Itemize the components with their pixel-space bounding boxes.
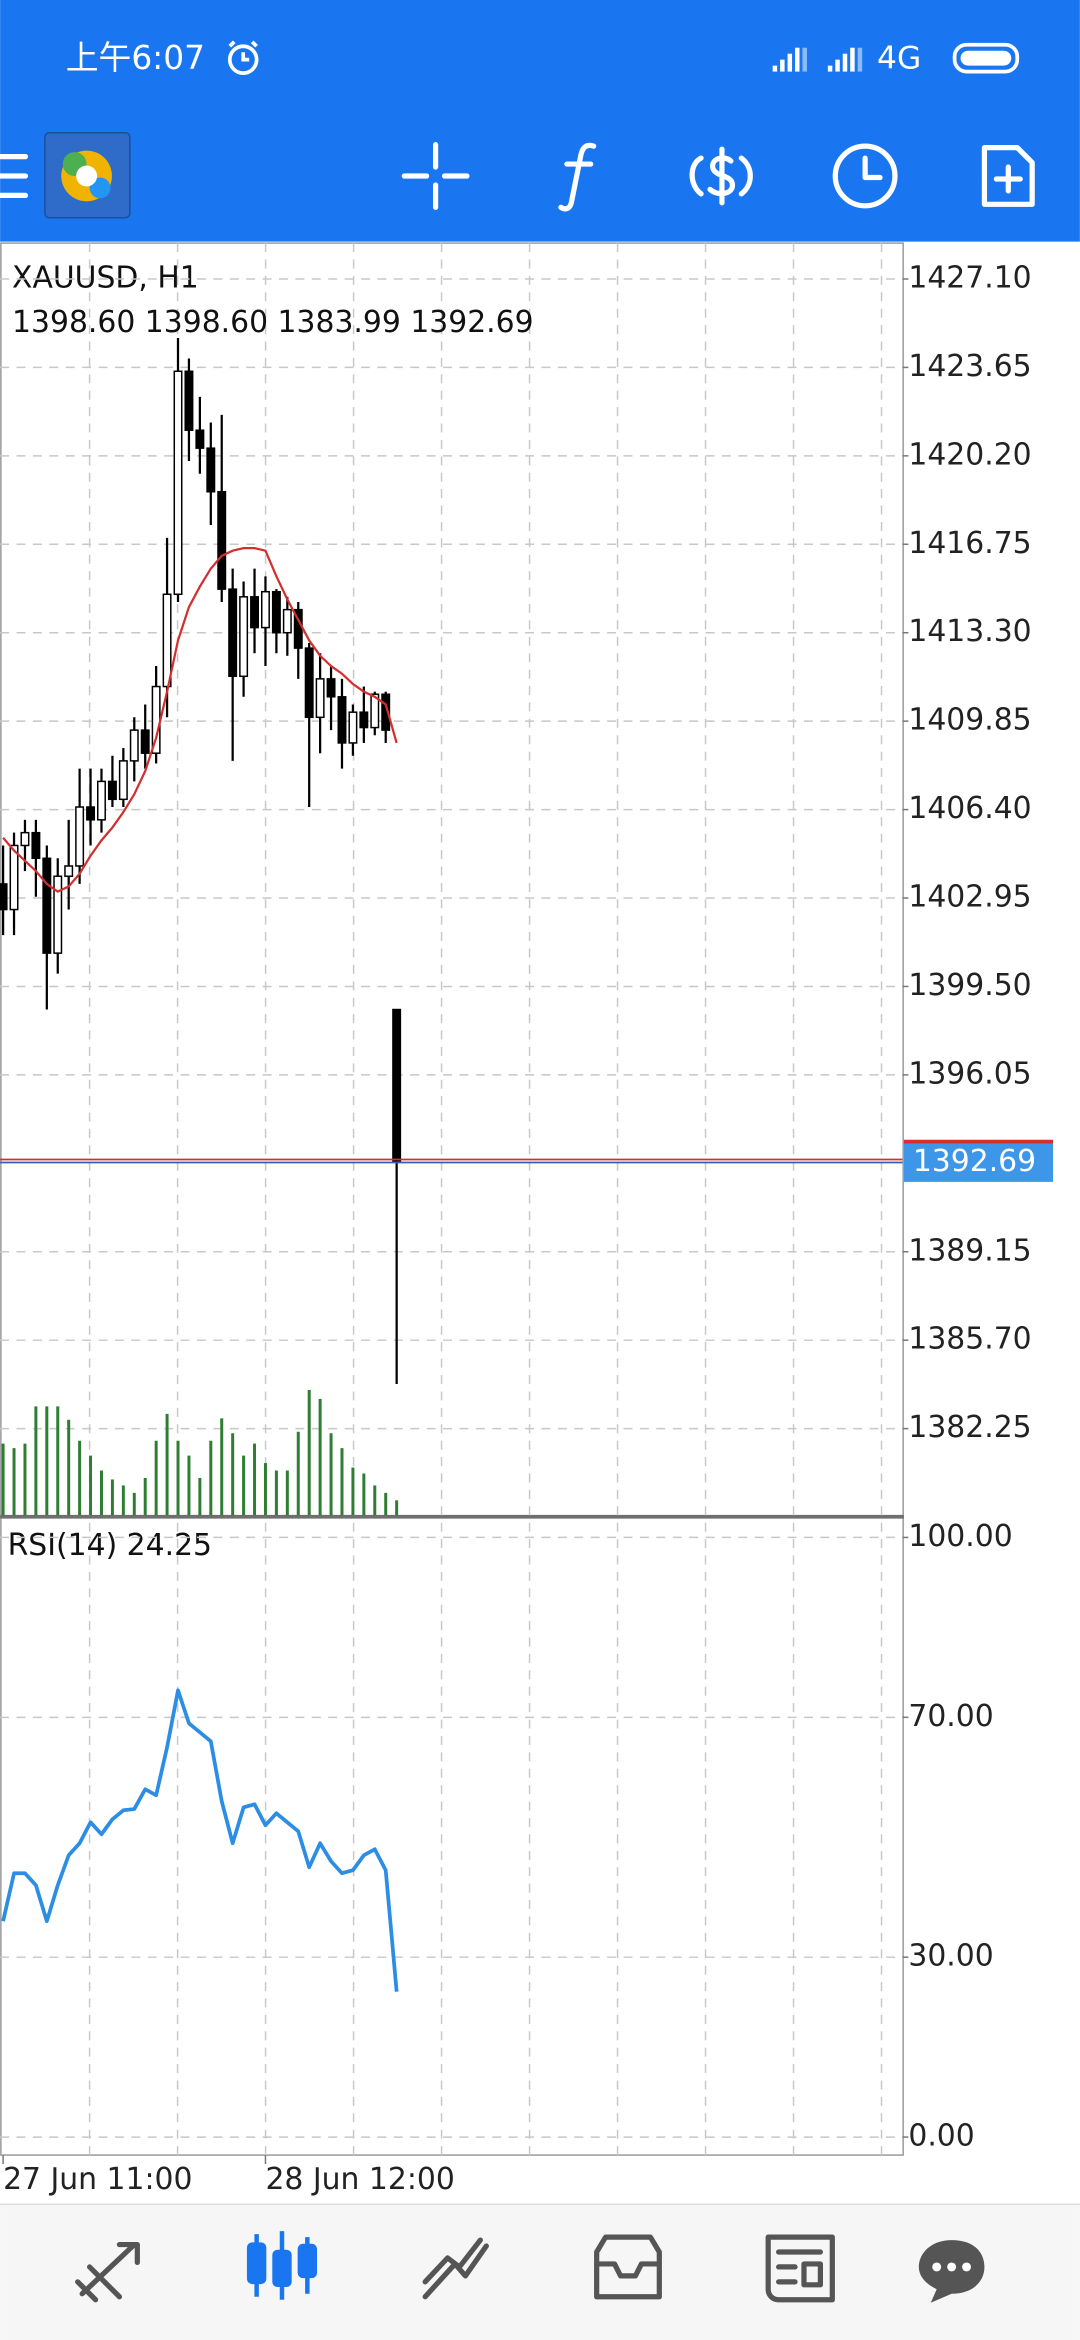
bottom-nav [0,2204,1080,2340]
y-tick-label: 0.00 [908,2119,974,2154]
quotes-tab[interactable] [75,2241,140,2303]
candle-body [173,370,183,596]
candle-body [195,429,205,449]
chart-tab[interactable] [246,2231,318,2300]
candle-body [97,780,106,821]
candle-body [359,711,369,729]
y-tick-label: 1382.25 [908,1410,1031,1445]
y-tick-label: 1399.50 [908,968,1031,1003]
y-tick-label: 100.00 [908,1519,1012,1554]
chart-frame [0,242,904,2156]
vertical-grid [88,243,883,2156]
candle-body [31,831,41,860]
moving-average-line [2,547,398,893]
candle-body [315,678,325,719]
candle-body [337,696,347,744]
signal-icons [772,47,863,72]
network-type: 4G [877,41,921,77]
candle-body [64,865,74,877]
indicators-button[interactable] [558,142,597,212]
y-tick-label: 1413.30 [908,614,1031,649]
candle-body [326,678,336,698]
y-tick-label: 70.00 [908,1699,993,1734]
history-button[interactable] [832,143,898,209]
candle-body [184,370,194,431]
y-tick-label: 1420.20 [908,437,1031,472]
ohlc-readout: 1398.60 1398.60 1383.99 1392.69 [12,305,534,340]
candle-body [370,693,380,729]
y-tick-label: 1406.40 [908,791,1031,826]
candle-body [282,608,292,634]
candle-body [304,647,314,719]
candle-body [75,806,85,867]
candle-body [42,857,52,954]
history-tab[interactable] [594,2234,662,2300]
y-tick-label: 1385.70 [908,1322,1031,1357]
candle-body [260,590,270,629]
candle-body [0,883,8,911]
candle-body [392,1008,402,1162]
chart-title: XAUUSD, H1 [12,260,199,295]
candle-body [228,588,238,678]
candle-body [20,831,30,847]
y-tick-label: 1409.85 [908,703,1031,738]
alarm-icon [227,40,259,75]
x-tick-label: 28 Jun 12:00 [265,2162,454,2197]
y-tick-label: 1396.05 [908,1056,1031,1091]
y-tick-label: 1402.95 [908,880,1031,915]
x-tick-label: 27 Jun 11:00 [3,2162,192,2197]
candle-body [162,593,172,688]
crosshair-button[interactable] [401,142,470,210]
chat-tab[interactable] [918,2240,985,2303]
price-tag [903,1141,1054,1182]
y-tick-label: 1427.10 [908,260,1031,295]
price-tag-label: 1392.69 [913,1144,1036,1179]
candle-body [9,844,19,911]
new-order-button[interactable] [981,145,1035,207]
y-tick-label: 30.00 [908,1939,993,1974]
trade-button[interactable] [689,146,753,206]
app-header [0,0,1080,242]
candle-body [250,596,260,629]
menu-button[interactable] [0,153,29,198]
candle-body [381,693,391,731]
candle-body [206,447,216,493]
rsi-line [1,1688,399,1992]
news-tab[interactable] [765,2234,835,2303]
y-tick-label: 1389.15 [908,1233,1031,1268]
candle-body [271,590,281,634]
app-logo[interactable] [44,131,131,219]
y-tick-label: 1416.75 [908,526,1031,561]
candle-body [140,729,150,754]
rsi-title: RSI(14) 24.25 [8,1528,212,1563]
y-tick-label: 1423.65 [908,349,1031,384]
candle-body [53,875,63,954]
candle-body [217,490,227,590]
battery-icon [952,42,1020,74]
candle-body [129,729,139,762]
trade-tab[interactable] [422,2237,489,2300]
candle-body [86,806,96,821]
candle-body [118,760,128,801]
candle-body [107,780,117,801]
candle-body [348,711,358,744]
candle-body [239,596,249,678]
status-time: 上午6:07 [66,39,205,77]
